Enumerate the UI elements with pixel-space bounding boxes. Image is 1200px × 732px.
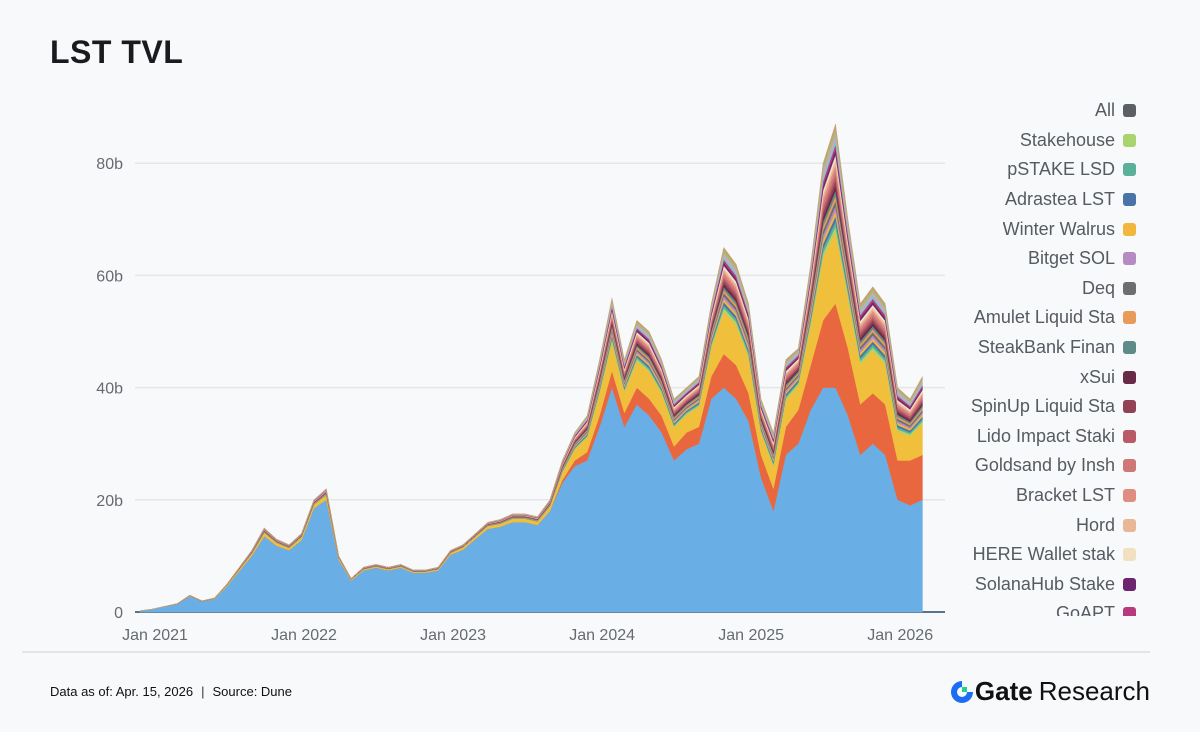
legend-label: pSTAKE LSD [1007,159,1115,180]
legend-item[interactable]: HERE Wallet stak [896,540,1136,570]
legend-item[interactable]: Amulet Liquid Sta [896,303,1136,333]
legend: All Stakehouse pSTAKE LSD Adrastea LST Winte… [896,96,1136,616]
legend-swatch [1123,252,1136,266]
x-tick-label: Jan 2024 [569,627,635,644]
series-areas [139,123,923,613]
legend-label: Goldsand by Insh [974,455,1115,476]
legend-label: Hord [1075,514,1115,535]
legend-item[interactable]: SolanaHub Stake [896,570,1136,600]
legend-swatch [1123,400,1136,414]
legend-label: HERE Wallet stak [972,544,1115,565]
legend-item[interactable]: Hord [896,510,1136,540]
chart-title: LST TVL [50,34,184,70]
legend-label: Adrastea LST [1004,189,1115,210]
legend-item[interactable]: SpinUp Liquid Sta [896,392,1136,422]
legend-label: All [1094,100,1115,121]
legend-swatch [1123,607,1136,616]
legend-item[interactable]: All [896,96,1136,126]
x-tick-label: Jan 2025 [718,627,784,644]
legend-item[interactable]: SteakBank Finan [896,333,1136,363]
legend-item[interactable]: pSTAKE LSD [896,155,1136,185]
legend-swatch [1123,370,1136,384]
divider [22,651,1150,653]
legend-swatch [1123,429,1136,443]
legend-swatch [1123,518,1136,532]
x-tick-label: Jan 2022 [271,627,337,644]
legend-label: Deq [1081,277,1115,298]
legend-label: SteakBank Finan [977,337,1115,358]
legend-swatch [1123,459,1136,473]
series-area-stripe [139,123,923,612]
legend-label: xSui [1079,366,1115,387]
legend-item[interactable]: Winter Walrus [896,214,1136,244]
x-tick-label: Jan 2023 [420,627,486,644]
legend-label: Lido Impact Staki [976,425,1115,446]
y-tick-label: 80b [96,156,123,173]
legend-item[interactable]: xSui [896,362,1136,392]
legend-swatch [1123,489,1136,503]
legend-swatch [1123,163,1136,177]
source: Source: Dune [212,684,293,699]
legend-swatch [1123,577,1136,591]
legend-item[interactable]: Bracket LST [896,481,1136,511]
legend-label: Amulet Liquid Sta [973,307,1115,328]
brand-suffix: Research [1038,676,1150,706]
legend-swatch [1123,193,1136,207]
y-tick-label: 0 [114,605,123,622]
legend-item[interactable]: Bitget SOL [896,244,1136,274]
legend-label: GoAPT [1055,603,1115,616]
legend-item[interactable]: Deq [896,274,1136,304]
legend-label: SpinUp Liquid Sta [970,396,1115,417]
legend-item[interactable]: Lido Impact Staki [896,422,1136,452]
separator-bar: | [201,684,205,699]
legend-label: Bracket LST [1015,485,1115,506]
legend-label: Winter Walrus [1002,218,1115,239]
legend-item[interactable]: Stakehouse [896,126,1136,156]
legend-swatch [1123,311,1136,325]
legend-label: Stakehouse [1019,129,1115,150]
brand-name: Gate [974,676,1033,706]
legend-item[interactable]: Goldsand by Insh [896,451,1136,481]
y-tick-label: 20b [96,493,123,510]
legend-swatch [1123,222,1136,236]
x-tick-label: Jan 2026 [867,627,933,644]
gate-research-logo: Gate Research [949,676,1150,707]
legend-label: SolanaHub Stake [974,573,1115,594]
legend-label: Bitget SOL [1027,248,1115,269]
y-axis-ticks: 0 20b 40b 60b 80b [96,156,123,622]
y-tick-label: 60b [96,268,123,285]
y-tick-label: 40b [96,381,123,398]
legend-swatch [1123,104,1136,118]
x-axis-ticks: Jan 2021 Jan 2022 Jan 2023 Jan 2024 Jan 2025… [122,627,933,644]
footer-note: Data as of: Apr. 15, 2026 | Source: Dune [50,684,292,699]
x-tick-label: Jan 2021 [122,627,188,644]
legend-swatch [1123,548,1136,562]
legend-item[interactable]: GoAPT [896,599,1136,616]
legend-swatch [1123,133,1136,147]
gate-logo-icon [950,680,973,703]
legend-item[interactable]: Adrastea LST [896,185,1136,215]
data-as-of: Data as of: Apr. 15, 2026 [50,684,194,699]
legend-swatch [1123,341,1136,355]
legend-swatch [1123,281,1136,295]
